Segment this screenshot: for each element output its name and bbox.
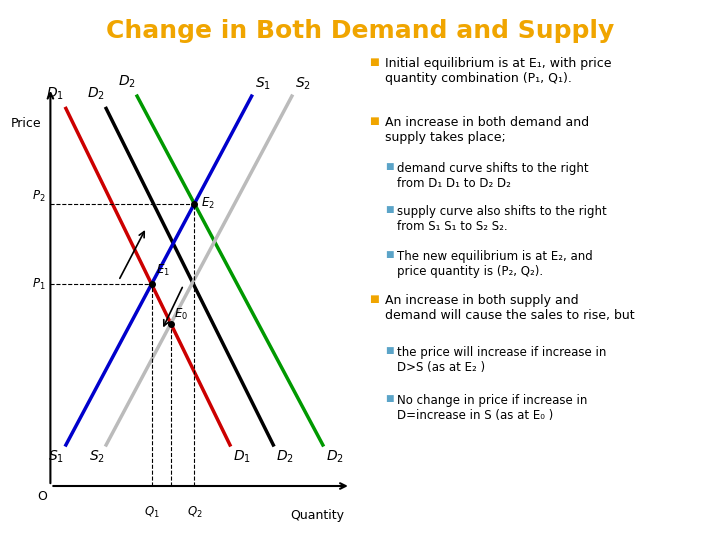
- Text: $E_0$: $E_0$: [174, 306, 188, 321]
- Text: supply curve also shifts to the right
from S₁ S₁ to S₂ S₂.: supply curve also shifts to the right fr…: [397, 205, 607, 233]
- Text: $S_1$: $S_1$: [255, 76, 271, 92]
- Text: O: O: [37, 490, 48, 503]
- Text: $D_2$: $D_2$: [276, 449, 294, 465]
- Text: Price: Price: [11, 117, 41, 130]
- Text: the price will increase if increase in
D>S (as at E₂ ): the price will increase if increase in D…: [397, 346, 607, 374]
- Text: ■: ■: [369, 116, 379, 126]
- Text: $E_2$: $E_2$: [201, 196, 215, 211]
- Text: $D_1$: $D_1$: [46, 86, 64, 102]
- Text: Quantity: Quantity: [291, 509, 345, 522]
- Text: An increase in both demand and
supply takes place;: An increase in both demand and supply ta…: [385, 116, 590, 144]
- Text: $D_1$: $D_1$: [233, 449, 251, 465]
- Text: $E_1$: $E_1$: [156, 263, 170, 278]
- Text: $D_2$: $D_2$: [117, 73, 135, 90]
- Text: ■: ■: [385, 394, 394, 403]
- Text: $S_2$: $S_2$: [295, 76, 311, 92]
- Text: $Q_1$: $Q_1$: [144, 504, 159, 519]
- Text: $P_2$: $P_2$: [32, 188, 46, 204]
- Text: The new equilibrium is at E₂, and
price quantity is (P₂, Q₂).: The new equilibrium is at E₂, and price …: [397, 250, 593, 278]
- Text: demand curve shifts to the right
from D₁ D₁ to D₂ D₂: demand curve shifts to the right from D₁…: [397, 162, 589, 190]
- Text: No change in price if increase in
D=increase in S (as at E₀ ): No change in price if increase in D=incr…: [397, 394, 588, 422]
- Text: $D_2$: $D_2$: [326, 449, 344, 465]
- Text: $Q_2$: $Q_2$: [186, 504, 202, 519]
- Text: $S_1$: $S_1$: [48, 449, 64, 465]
- Text: ■: ■: [385, 205, 394, 214]
- Text: ■: ■: [369, 294, 379, 305]
- Text: Change in Both Demand and Supply: Change in Both Demand and Supply: [106, 19, 614, 43]
- Text: $S_2$: $S_2$: [89, 449, 104, 465]
- Text: ■: ■: [385, 162, 394, 171]
- Text: $P_1$: $P_1$: [32, 276, 46, 292]
- Text: Initial equilibrium is at E₁, with price
quantity combination (P₁, Q₁).: Initial equilibrium is at E₁, with price…: [385, 57, 612, 85]
- Text: An increase in both supply and
demand will cause the sales to rise, but: An increase in both supply and demand wi…: [385, 294, 635, 322]
- Text: ■: ■: [369, 57, 379, 67]
- Text: $D_2$: $D_2$: [86, 86, 104, 102]
- Text: ■: ■: [385, 250, 394, 259]
- Text: ■: ■: [385, 346, 394, 355]
